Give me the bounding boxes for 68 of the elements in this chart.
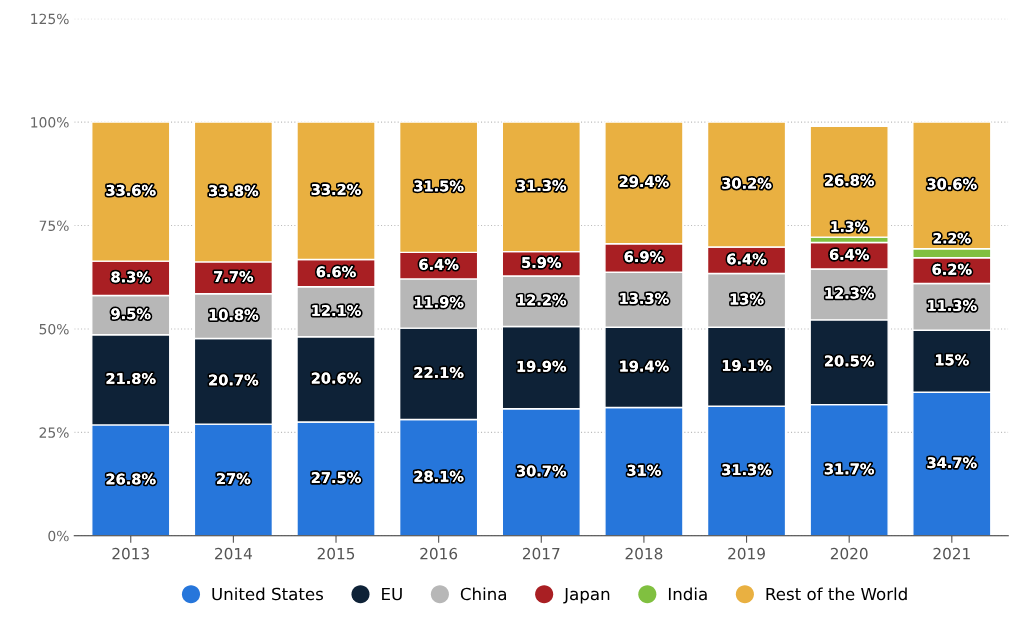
legend-label: India	[668, 587, 707, 601]
data-label: 33.2%	[311, 183, 361, 196]
data-label: 31%	[627, 464, 661, 476]
x-tick-label: 2015	[317, 547, 355, 560]
x-tick-label: 2016	[420, 547, 458, 560]
data-label: 6.4%	[727, 253, 767, 265]
x-tick-label: 2017	[522, 547, 560, 560]
data-label: 31.3%	[722, 464, 772, 476]
legend-label: China	[460, 587, 506, 601]
legend-label: United States	[212, 587, 324, 601]
data-label: 6.4%	[419, 258, 459, 270]
y-tick-label: 75%	[39, 220, 69, 231]
data-label: 6.6%	[316, 266, 356, 278]
data-label: 33.6%	[106, 184, 156, 196]
x-tick-label: 2013	[112, 547, 149, 560]
data-label: 6.9%	[624, 251, 664, 263]
data-label: 15%	[936, 354, 969, 366]
x-tick-label: 2018	[625, 547, 663, 560]
data-label: 30.7%	[516, 465, 567, 477]
data-label: 13.3%	[620, 292, 669, 305]
data-label: 1.3%	[831, 221, 868, 232]
y-tick-label: 100%	[31, 117, 69, 128]
data-label: 12.2%	[517, 294, 567, 306]
data-label: 27.5%	[311, 472, 361, 484]
y-tick-label: 0%	[48, 530, 69, 542]
data-label: 20.5%	[825, 355, 875, 367]
data-label: 19.1%	[722, 360, 772, 372]
data-label: 11.3%	[928, 300, 977, 312]
data-label: 30.2%	[722, 177, 772, 189]
data-label: 20.7%	[209, 374, 259, 386]
data-label: 34.7%	[927, 457, 977, 469]
x-tick-label: 2020	[830, 547, 868, 560]
x-tick-label: 2021	[933, 547, 970, 560]
data-label: 26.8%	[825, 174, 875, 186]
data-label: 30.6%	[927, 178, 977, 190]
data-label: 12.1%	[312, 304, 361, 317]
data-label: 10.8%	[209, 309, 259, 321]
data-label: 28.1%	[414, 470, 464, 482]
data-label: 5.9%	[522, 256, 562, 269]
data-label: 31.5%	[414, 180, 464, 192]
data-label: 22.1%	[414, 367, 464, 379]
data-label: 20.6%	[311, 372, 361, 384]
data-label: 19.4%	[620, 360, 669, 372]
data-label: 33.8%	[209, 185, 259, 197]
legend-label: Japan	[563, 587, 610, 604]
y-tick-label: 50%	[39, 323, 69, 335]
data-label: 6.2%	[932, 263, 972, 275]
data-label: 26.8%	[106, 473, 156, 485]
data-label: 31.3%	[516, 180, 567, 192]
data-label: 21.8%	[106, 373, 156, 385]
data-label: 31.7%	[824, 463, 875, 475]
data-label: 7.7%	[214, 271, 254, 283]
data-label: 12.3%	[825, 287, 875, 299]
data-label: 27%	[217, 473, 251, 485]
x-tick-label: 2014	[215, 547, 252, 560]
y-tick-label: 125%	[31, 13, 69, 25]
data-label: 11.9%	[415, 296, 464, 308]
data-label: 29.4%	[619, 176, 669, 188]
data-label: 19.9%	[517, 360, 567, 372]
data-label: 13%	[730, 293, 764, 305]
legend-label: Rest of the World	[766, 587, 907, 601]
y-tick-label: 25%	[39, 427, 69, 438]
data-label: 6.4%	[829, 248, 869, 260]
legend-label: EU	[382, 587, 402, 601]
data-label: 2.2%	[933, 233, 971, 244]
x-tick-label: 2019	[728, 547, 765, 560]
data-label: 9.5%	[111, 308, 151, 320]
data-label: 8.3%	[111, 271, 151, 283]
